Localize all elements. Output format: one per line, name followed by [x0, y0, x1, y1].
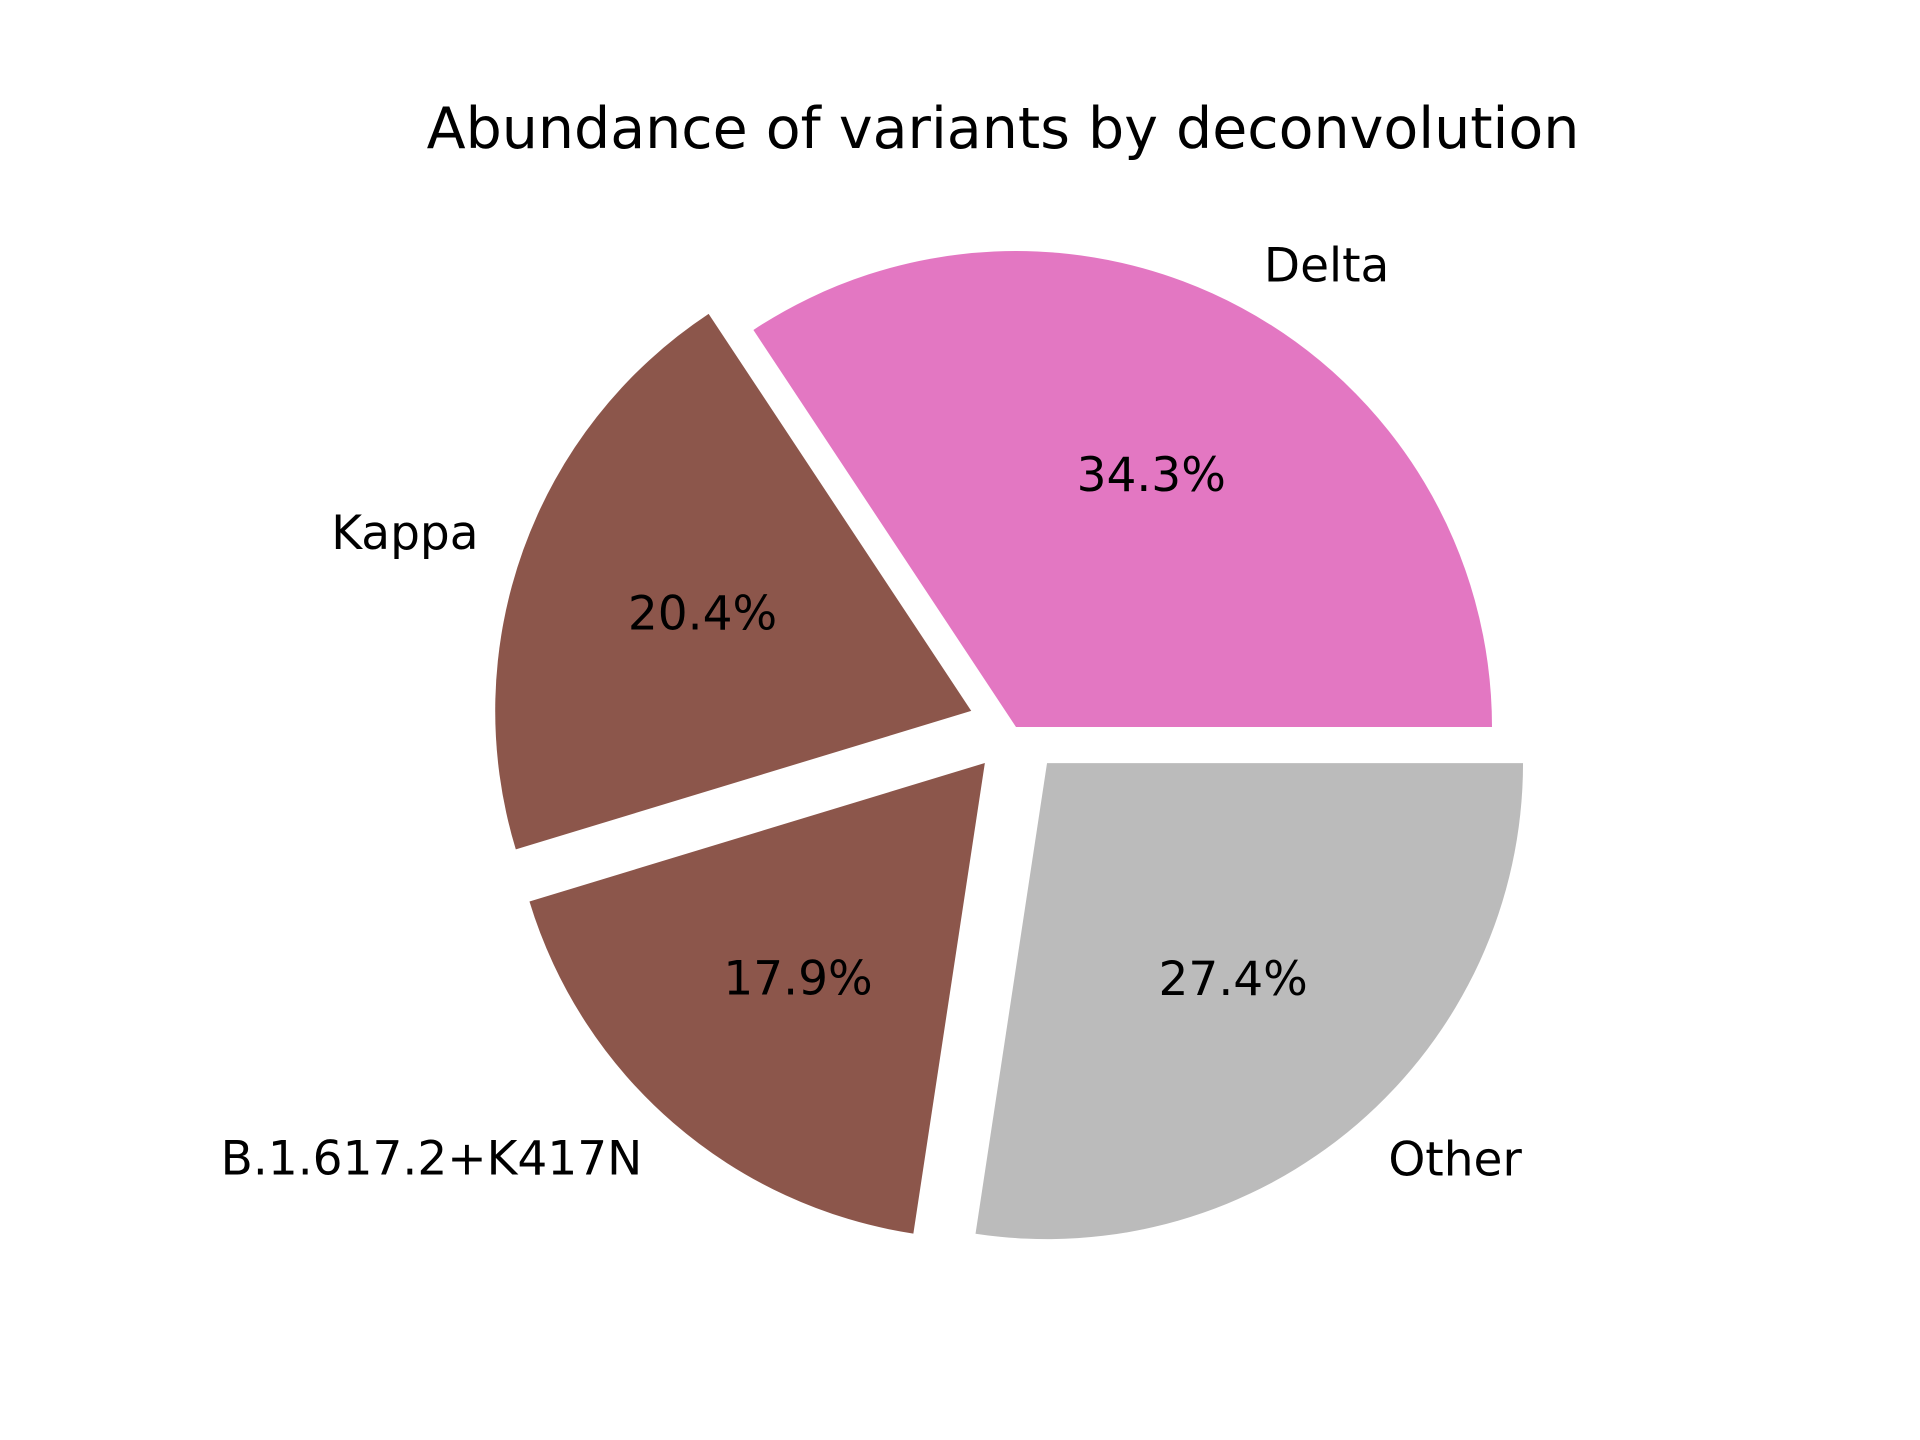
pie-slice-delta — [753, 250, 1492, 727]
slice-percent-kappa: 20.4% — [628, 587, 777, 642]
pie-labels: Delta 34.3% Kappa 20.4% B.1.617.2+K417N 17.9%… — [221, 238, 1523, 1187]
slice-percent-delta: 34.3% — [1077, 448, 1226, 503]
pie-slice-other — [975, 763, 1524, 1240]
pie-slices — [495, 250, 1524, 1240]
pie-slice-b-1-617-2-k417n — [529, 763, 985, 1234]
slice-label-delta: Delta — [1264, 238, 1389, 293]
slice-label-kappa: Kappa — [331, 506, 478, 561]
slice-percent-b-1-617-2-k417n: 17.9% — [723, 952, 872, 1007]
pie-slice-kappa — [495, 313, 972, 850]
slice-label-b-1-617-2-k417n: B.1.617.2+K417N — [221, 1132, 643, 1187]
chart-title: Abundance of variants by deconvolution — [427, 96, 1580, 162]
slice-percent-other: 27.4% — [1159, 952, 1308, 1007]
slice-label-other: Other — [1388, 1133, 1522, 1188]
